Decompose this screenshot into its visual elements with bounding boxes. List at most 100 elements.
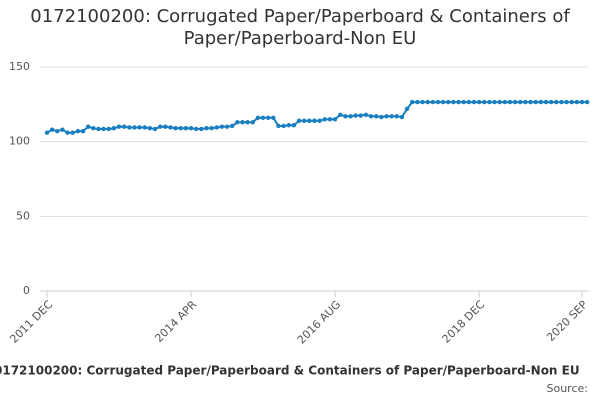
point <box>332 117 338 122</box>
point <box>528 99 533 105</box>
point <box>286 123 291 128</box>
point <box>65 130 70 135</box>
point <box>178 126 183 131</box>
point <box>410 99 415 105</box>
point <box>543 99 549 105</box>
point <box>137 125 142 130</box>
point <box>281 123 286 129</box>
point <box>487 99 492 105</box>
point <box>307 118 312 123</box>
point <box>399 114 405 120</box>
point <box>384 114 389 119</box>
point <box>507 99 513 105</box>
point <box>471 99 477 105</box>
point <box>127 125 132 130</box>
point <box>343 114 348 119</box>
point <box>173 126 178 131</box>
point <box>538 99 544 105</box>
point <box>250 120 255 125</box>
point <box>456 99 461 105</box>
point <box>199 126 204 132</box>
point <box>266 115 271 120</box>
point <box>157 124 163 129</box>
point <box>291 123 297 128</box>
point <box>255 115 261 120</box>
point <box>425 99 430 105</box>
point <box>245 120 250 125</box>
point <box>91 126 96 131</box>
point <box>554 99 559 105</box>
point <box>389 114 394 119</box>
point <box>132 125 137 130</box>
point <box>235 120 240 125</box>
point <box>193 126 199 132</box>
point <box>312 118 317 123</box>
point <box>584 99 590 105</box>
point <box>260 115 266 120</box>
point <box>183 126 189 131</box>
point <box>368 114 374 119</box>
x-tick-label: 2016 AUG <box>295 298 344 347</box>
point <box>322 117 327 122</box>
point <box>374 114 379 119</box>
point <box>60 127 65 132</box>
point <box>512 99 518 105</box>
point <box>533 99 538 105</box>
point <box>163 124 168 129</box>
y-tick-label: 150 <box>9 60 30 73</box>
point <box>147 126 153 131</box>
point <box>327 117 333 122</box>
point <box>80 129 86 134</box>
point <box>353 113 358 118</box>
point <box>430 99 436 105</box>
point <box>271 115 276 120</box>
point <box>451 99 456 105</box>
point <box>497 99 502 105</box>
point <box>106 126 111 132</box>
point <box>317 118 322 123</box>
x-tick-label: 2020 SEP <box>544 298 590 344</box>
point <box>476 99 482 105</box>
point <box>440 99 446 105</box>
point <box>461 99 466 105</box>
point <box>548 99 554 105</box>
point <box>579 99 585 105</box>
point <box>219 124 225 129</box>
point <box>518 99 523 105</box>
point <box>394 114 400 119</box>
point <box>96 126 101 132</box>
point <box>55 129 60 134</box>
y-tick-label: 0 <box>23 284 30 297</box>
point <box>75 129 81 134</box>
point <box>152 126 158 132</box>
point <box>446 99 451 105</box>
point <box>188 126 194 131</box>
point <box>116 124 122 129</box>
x-tick-label: 2018 DEC <box>440 298 488 346</box>
point <box>209 126 214 131</box>
point <box>224 124 230 129</box>
x-tick-label: 2014 APR <box>152 298 199 345</box>
point <box>574 99 580 105</box>
legend-label: 0172100200: Corrugated Paper/Paperboard … <box>0 364 580 378</box>
chart-title: 0172100200: Corrugated Paper/Paperboard … <box>30 6 570 49</box>
point <box>466 99 472 105</box>
point <box>296 118 302 123</box>
point <box>379 114 384 120</box>
point <box>415 99 420 105</box>
point <box>523 99 528 105</box>
point <box>70 130 75 135</box>
point <box>502 99 508 105</box>
point <box>435 99 441 105</box>
point <box>276 123 281 129</box>
point <box>569 99 574 105</box>
point <box>492 99 497 105</box>
point <box>559 99 564 105</box>
point <box>564 99 569 105</box>
point <box>214 125 219 130</box>
point <box>121 124 127 129</box>
point <box>168 125 173 130</box>
point <box>101 126 106 132</box>
